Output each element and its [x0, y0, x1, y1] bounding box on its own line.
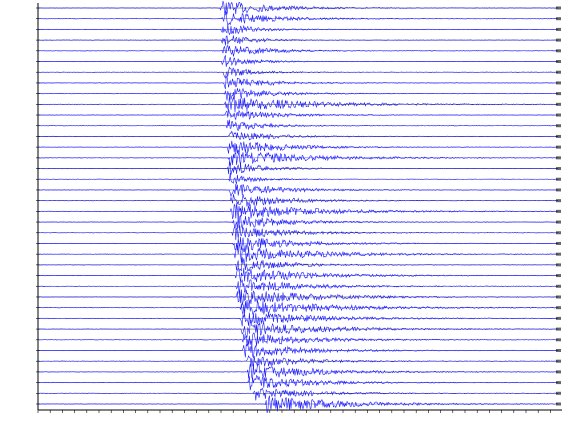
axis-ticks [37, 410, 551, 413]
waveform [38, 395, 558, 413]
station-label [556, 92, 561, 96]
waveform [38, 108, 558, 121]
station-label [556, 102, 561, 106]
station-label [556, 113, 561, 117]
waveform [38, 66, 558, 79]
station-label [556, 70, 561, 74]
waveform [38, 387, 558, 401]
waveform [38, 75, 558, 90]
waveform [38, 257, 558, 272]
station-label [556, 295, 561, 299]
station-label [556, 231, 561, 235]
waveform [38, 194, 558, 207]
waveform [38, 203, 558, 220]
station-label [556, 17, 561, 21]
waveform [38, 279, 558, 294]
waveform [38, 236, 558, 251]
station-label [556, 338, 561, 342]
waveform [38, 244, 558, 263]
waveform [38, 172, 558, 185]
waveform [38, 289, 558, 306]
waveform [38, 44, 558, 57]
station-label [556, 177, 561, 181]
waveform [38, 374, 558, 391]
waveform [38, 140, 558, 155]
waveform [38, 54, 558, 67]
waveform [38, 35, 558, 46]
waveform [38, 183, 558, 198]
station-label [556, 327, 561, 331]
waveform [38, 267, 558, 283]
waveform [39, 87, 558, 101]
waveform [38, 11, 558, 26]
waveform [38, 225, 558, 241]
station-label [556, 348, 561, 352]
station-label [556, 316, 561, 320]
station-label [556, 381, 561, 385]
station-label [556, 263, 561, 267]
station-label [556, 60, 561, 64]
station-label [556, 370, 561, 374]
station-label [556, 306, 561, 310]
waveform [38, 95, 558, 113]
waveform [38, 354, 558, 368]
waveform [38, 300, 558, 316]
station-label [556, 284, 561, 288]
station-label [556, 359, 561, 363]
station-label [556, 6, 561, 10]
station-label [556, 81, 561, 85]
waveform [38, 24, 558, 36]
station-label [556, 156, 561, 160]
waveform [38, 320, 558, 338]
station-label [556, 252, 561, 256]
waveform [38, 312, 558, 327]
station-label [556, 134, 561, 138]
station-label [556, 199, 561, 203]
waveform [38, 130, 558, 141]
station-label [556, 167, 561, 171]
waveform [38, 151, 558, 167]
waveform [38, 119, 558, 132]
waveform [38, 161, 558, 175]
waveform [38, 363, 558, 380]
waveform [38, 0, 558, 16]
station-label [556, 49, 561, 53]
station-label [556, 274, 561, 278]
station-label [556, 124, 561, 128]
station-label [556, 220, 561, 224]
waveform [38, 214, 558, 230]
waveform [38, 332, 558, 347]
station-label [556, 241, 561, 245]
station-label [556, 402, 561, 406]
station-label [556, 209, 561, 213]
station-label [556, 38, 561, 42]
station-label [556, 145, 561, 149]
station-label [556, 27, 561, 31]
traces [36, 0, 561, 413]
station-label [556, 188, 561, 192]
station-label [556, 391, 561, 395]
waveform [38, 343, 558, 359]
